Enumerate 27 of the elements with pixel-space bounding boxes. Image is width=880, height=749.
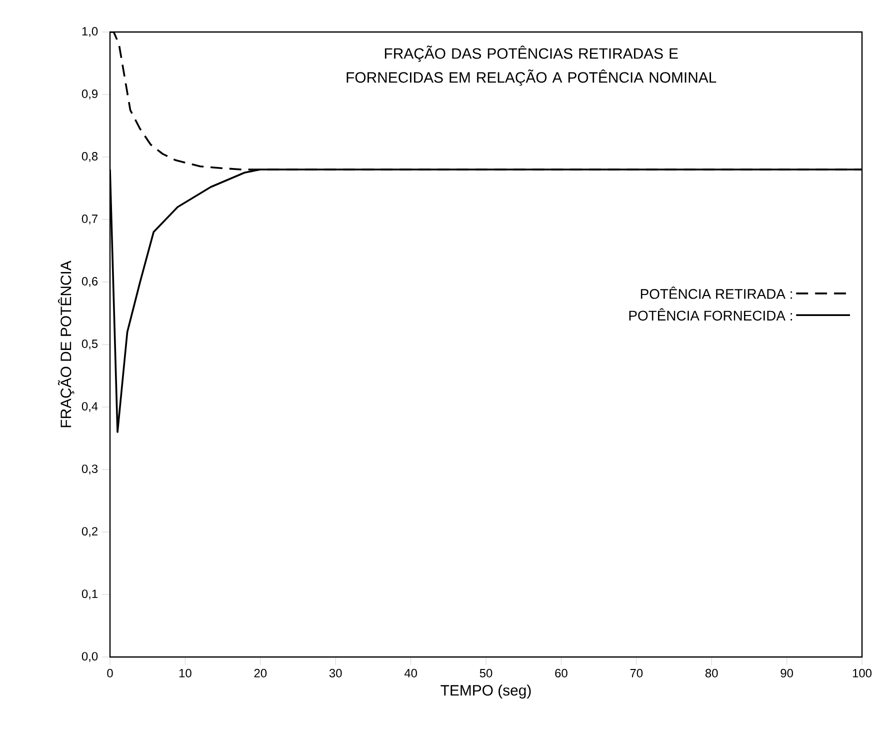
x-tick-label: 60 [555,668,568,678]
y-tick-label: 0,5 [82,340,98,350]
x-tick-label: 20 [254,668,267,678]
x-tick-label: 90 [780,668,793,678]
y-axis-title: FRAÇÃO DE POTÊNCIA [58,260,74,428]
y-tick-label: 0,8 [82,152,98,162]
x-tick-label: 70 [630,668,643,678]
y-tick-label: 0,9 [82,90,98,100]
y-tick-label: 1,0 [82,27,98,37]
x-tick-label: 50 [480,668,492,678]
y-tick-label: 0,2 [82,527,98,537]
x-tick-label: 0 [107,668,113,678]
x-tick-label: 40 [404,668,417,678]
y-tick-label: 0,4 [82,402,98,412]
x-axis-title: TEMPO (seg) [440,684,531,699]
x-tick-label: 80 [705,668,718,678]
y-tick-label: 0,1 [82,590,98,600]
x-tick-label: 30 [329,668,342,678]
legend-label: POTÊNCIA FORNECIDA : [629,308,792,321]
y-tick-label: 0,3 [82,464,98,474]
y-tick-label: 0,7 [82,214,98,224]
y-tick-label: 0,6 [82,277,98,287]
y-tick-label: 0,0 [82,652,98,662]
x-tick-label: 10 [179,668,192,678]
legend-label: POTÊNCIA RETIRADA : [640,286,792,299]
x-tick-label: 100 [852,668,872,678]
text: FRAÇÃO DAS POTÊNCIAS RETIRADAS E FORNECIDAS EM RELAÇÃO A POTÊNCIA NOMINAL [346,46,716,86]
